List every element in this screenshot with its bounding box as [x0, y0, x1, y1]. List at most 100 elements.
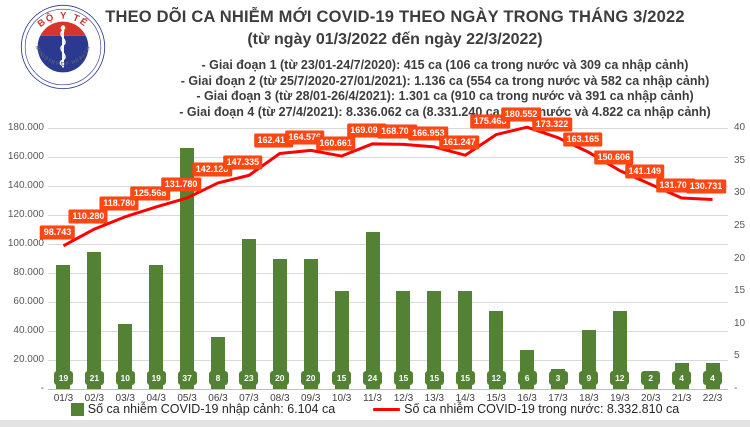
bar-value-badge: 2 — [641, 371, 661, 385]
left-axis-tick: 40.000 — [13, 325, 44, 336]
bar-value-badge: 9 — [579, 371, 599, 385]
right-axis-tick: 40 — [734, 122, 746, 133]
line-value-label: 168.704 — [378, 124, 417, 138]
legend-label: Số ca nhiễm COVID-19 nhập cảnh: 6.104 ca — [87, 402, 336, 416]
bar-value-badge: 3 — [548, 371, 568, 385]
line-value-label: 131.709 — [656, 178, 695, 192]
x-axis-label: 12/3 — [393, 393, 414, 404]
line-value-label: 173.322 — [532, 118, 572, 132]
gridline — [48, 244, 728, 245]
line-value-label: 162.415 — [254, 133, 294, 147]
phase-line-3: - Giai đoạn 3 (từ 28/01-26/4/2021): 1.30… — [196, 89, 694, 103]
x-axis-label: 07/3 — [239, 393, 259, 404]
bar-value-badge: 20 — [301, 371, 321, 385]
x-axis-label: 22/3 — [702, 393, 723, 404]
bar-imported-cases — [458, 291, 473, 389]
gridline — [48, 389, 728, 390]
bar-imported-cases — [149, 265, 164, 389]
gridline — [48, 331, 728, 332]
x-axis-label: 06/3 — [208, 393, 228, 404]
bar-value-badge: 19 — [53, 371, 73, 385]
line-value-label: 150.606 — [594, 151, 634, 165]
line-value-label: 169.090 — [347, 124, 386, 138]
left-axis-tick: 140.000 — [7, 180, 44, 191]
left-axis-tick: 180.000 — [7, 122, 44, 133]
line-value-label: 164.576 — [285, 130, 324, 144]
footer-strip — [0, 420, 750, 427]
x-axis-label: 14/3 — [455, 393, 475, 404]
bar-value-badge: 20 — [270, 371, 290, 385]
bar-imported-cases — [303, 258, 318, 389]
left-axis-tick: 100.000 — [7, 238, 44, 249]
line-value-label: 110.280 — [69, 209, 108, 223]
phase-line-2: - Giai đoạn 2 (từ 25/7/2020-27/01/2021):… — [180, 73, 710, 88]
line-value-label: 147.335 — [223, 155, 263, 169]
x-axis-label: 21/3 — [671, 393, 692, 404]
line-value-label: 125.568 — [130, 187, 170, 201]
x-axis-label: 03/3 — [115, 393, 135, 404]
bar-imported-cases — [241, 238, 256, 389]
x-axis-label: 20/3 — [640, 393, 661, 404]
x-axis-label: 13/3 — [424, 393, 445, 404]
line-value-label: 118.780 — [100, 197, 139, 211]
chart-subtitle: (từ ngày 01/3/2022 đến ngày 22/3/2022) — [247, 31, 543, 48]
left-axis-tick: 80.000 — [13, 267, 44, 278]
line-value-label: 180.552 — [501, 107, 541, 121]
line-value-label: 163.165 — [563, 132, 603, 146]
bar-imported-cases — [272, 258, 287, 389]
legend-item-domestic: Số ca nhiễm COVID-19 trong nước: 8.332.8… — [373, 402, 679, 416]
bar-value-badge: 21 — [84, 371, 104, 385]
right-axis-tick: 30 — [734, 187, 746, 199]
bar-imported-cases — [334, 291, 349, 389]
bar-value-badge: 15 — [393, 371, 413, 385]
x-axis-label: 19/3 — [610, 393, 630, 404]
bar-value-badge: 4 — [703, 371, 723, 385]
bar-imported-cases — [396, 291, 411, 389]
right-axis-tick: 20 — [734, 252, 746, 264]
phase-summary: - Giai đoạn 1 (từ 23/01-24/7/2020): 415 … — [140, 58, 750, 120]
bar-imported-cases — [612, 310, 627, 389]
bar-imported-cases — [489, 310, 504, 389]
x-axis-label: 17/3 — [548, 393, 568, 404]
bar-value-badge: 23 — [239, 371, 259, 385]
line-value-label: 141.149 — [625, 164, 664, 178]
line-value-label: 175.468 — [470, 115, 510, 129]
line-value-label: 98.743 — [40, 226, 75, 240]
bar-value-badge: 12 — [610, 371, 630, 385]
x-axis-label: 04/3 — [146, 393, 166, 404]
left-axis-tick: 120.000 — [7, 209, 44, 220]
bar-imported-cases — [87, 251, 102, 389]
left-axis-tick: - — [40, 383, 44, 394]
right-axis-tick: 15 — [734, 285, 746, 297]
bar-imported-cases — [56, 265, 71, 389]
ministry-of-health-logo: BỘ Y TẾ ★ MINISTRY OF HEALTH — [20, 4, 106, 90]
line-value-label: 160.661 — [316, 136, 355, 150]
x-axis-label: 01/3 — [53, 393, 74, 404]
gridline — [48, 186, 728, 187]
x-axis-label: 10/3 — [331, 393, 352, 404]
line-value-label: 142.128 — [192, 163, 232, 177]
x-axis-label: 15/3 — [486, 393, 506, 404]
legend-swatch-bar — [70, 402, 84, 416]
right-axis-tick: - — [734, 383, 738, 394]
legend-swatch-line — [373, 407, 401, 411]
right-axis-tick: 35 — [734, 154, 746, 166]
x-axis-label: 16/3 — [517, 393, 537, 404]
legend: Số ca nhiễm COVID-19 nhập cảnh: 6.104 ca… — [0, 402, 750, 416]
bar-imported-cases — [180, 147, 195, 389]
left-axis-tick: 160.000 — [7, 151, 44, 162]
gridline — [48, 215, 728, 216]
chart-title: THEO DÕI CA NHIỄM MỚI COVID-19 THEO NGÀY… — [105, 8, 685, 26]
gridline — [48, 273, 728, 274]
x-axis-label: 09/3 — [300, 393, 321, 404]
bar-value-badge: 19 — [146, 371, 166, 385]
gridline — [48, 360, 728, 361]
x-axis-label: 11/3 — [363, 393, 382, 404]
ministry-of-health-emblem-icon: BỘ Y TẾ ★ MINISTRY OF HEALTH — [20, 4, 106, 90]
x-axis-label: 02/3 — [84, 393, 105, 404]
gridline — [48, 157, 728, 158]
left-axis-tick: 60.000 — [13, 296, 44, 307]
phase-line-1: - Giai đoạn 1 (từ 23/01-24/7/2020): 415 … — [201, 58, 689, 72]
